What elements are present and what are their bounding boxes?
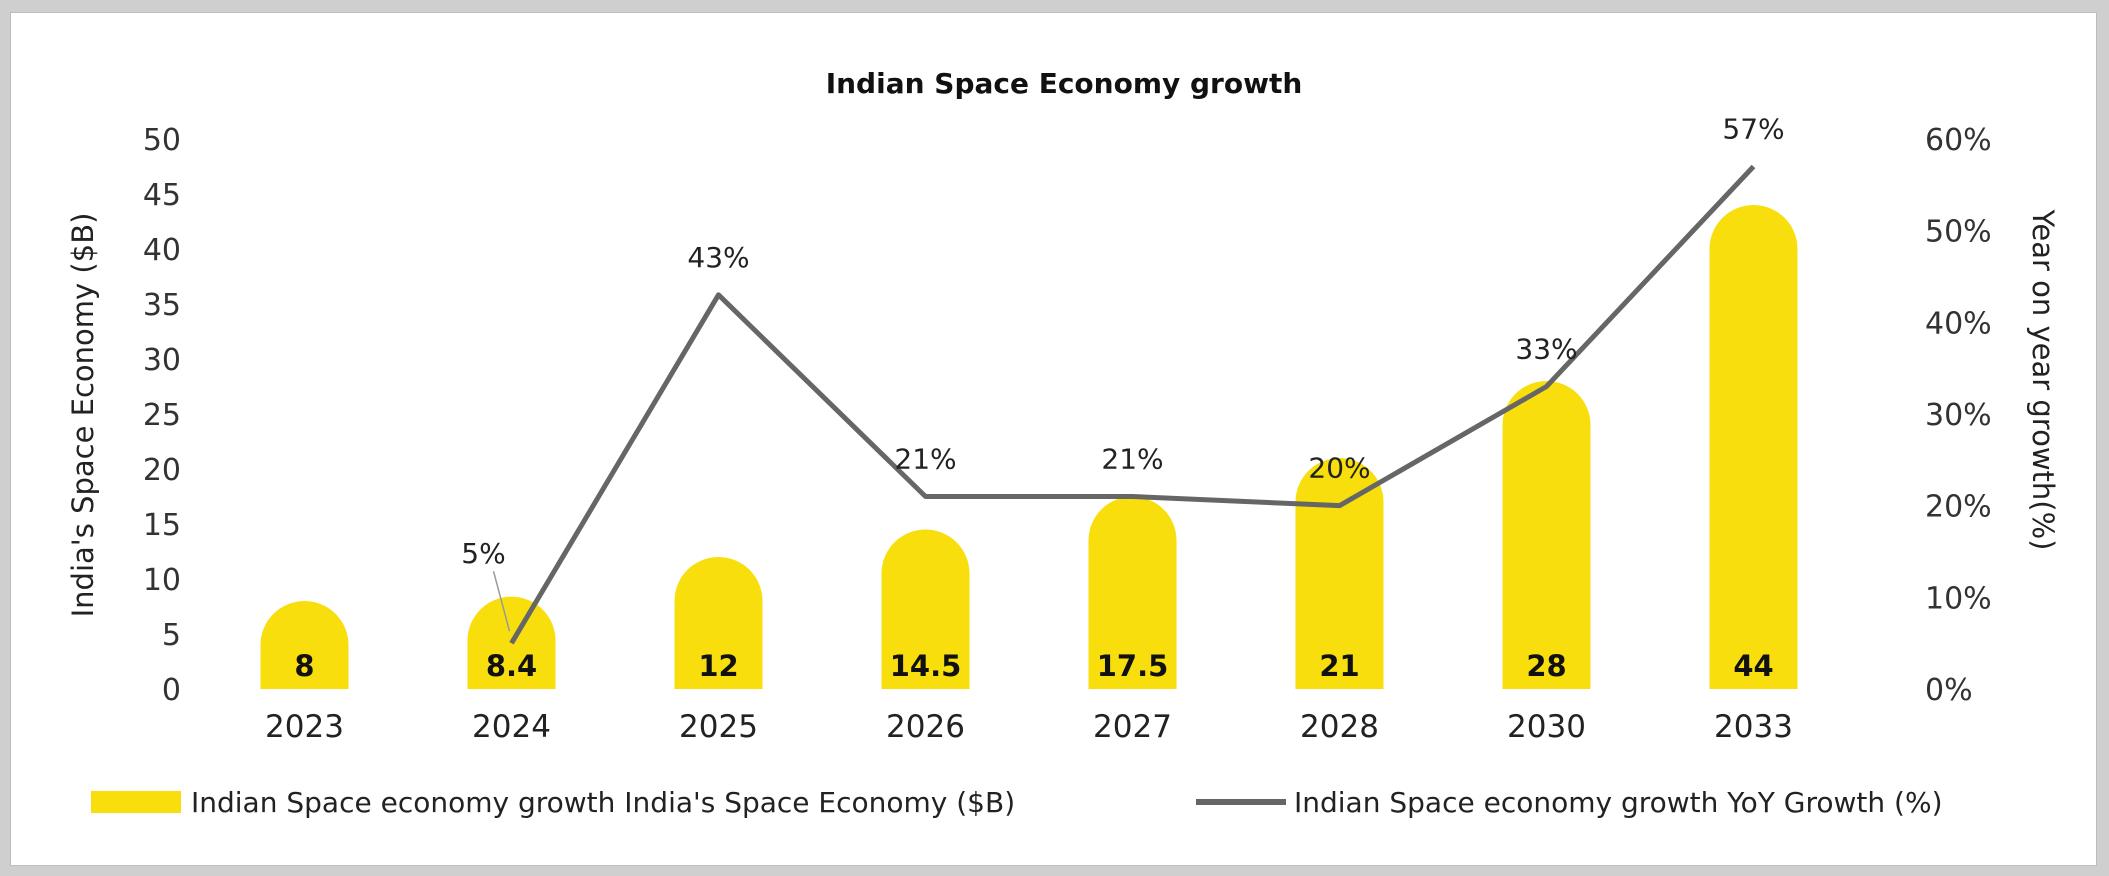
bar-value-label: 8.4 bbox=[486, 649, 537, 683]
right-axis-title: Year on year growth(%) bbox=[2026, 209, 2060, 551]
left-axis-tick: 5 bbox=[162, 618, 181, 653]
bar-value-label: 12 bbox=[698, 649, 738, 683]
right-axis-tick: 0% bbox=[1925, 673, 1973, 708]
bar-2023 bbox=[260, 601, 349, 689]
line-value-label: 57% bbox=[1722, 113, 1784, 146]
legend-line-label: Indian Space economy growth YoY Growth (… bbox=[1294, 786, 1943, 819]
x-axis-tick: 2028 bbox=[1300, 709, 1379, 745]
line-value-labels: 5% 43% 21% 21% 20% 33% 57% bbox=[461, 113, 1785, 632]
x-axis-tick: 2026 bbox=[886, 709, 965, 745]
bar-value-label: 21 bbox=[1319, 649, 1359, 683]
line-value-label: 33% bbox=[1515, 333, 1577, 366]
bar-2026 bbox=[881, 529, 970, 689]
left-axis-tick: 45 bbox=[143, 178, 181, 213]
left-axis-tick: 20 bbox=[143, 453, 181, 488]
chart-title: Indian Space Economy growth bbox=[826, 67, 1303, 100]
left-axis-tick: 40 bbox=[143, 233, 181, 268]
bar-value-label: 14.5 bbox=[890, 649, 962, 683]
bar-2027 bbox=[1088, 496, 1177, 689]
left-axis-tick: 35 bbox=[143, 288, 181, 323]
right-axis-tick: 40% bbox=[1925, 306, 1992, 341]
bar-2030 bbox=[1502, 381, 1591, 689]
legend-bar-label: Indian Space economy growth India's Spac… bbox=[191, 786, 1015, 819]
x-axis-tick: 2027 bbox=[1093, 709, 1172, 745]
left-axis-tick: 50 bbox=[143, 123, 181, 158]
right-axis-tick: 60% bbox=[1925, 123, 1992, 158]
left-axis-tick: 25 bbox=[143, 398, 181, 433]
bar-value-label: 28 bbox=[1526, 649, 1566, 683]
x-axis-labels: 2023 2024 2025 2026 2027 2028 2030 2033 bbox=[265, 709, 1793, 745]
right-axis-tick: 50% bbox=[1925, 215, 1992, 250]
right-axis-tick: 20% bbox=[1925, 490, 1992, 525]
x-axis-tick: 2024 bbox=[472, 709, 551, 745]
bar-value-label: 44 bbox=[1733, 649, 1773, 683]
x-axis-tick: 2023 bbox=[265, 709, 344, 745]
line-value-label: 20% bbox=[1308, 452, 1370, 485]
right-axis: 0% 10% 20% 30% 40% 50% 60% bbox=[1925, 123, 1992, 708]
right-axis-tick: 10% bbox=[1925, 581, 1992, 616]
line-value-label: 21% bbox=[894, 443, 956, 476]
left-axis-title: India's Space Economy ($B) bbox=[66, 213, 100, 618]
bar-2033 bbox=[1709, 205, 1798, 689]
chart: Indian Space Economy growth 051015202530… bbox=[66, 67, 2060, 819]
left-axis-tick: 0 bbox=[162, 673, 181, 708]
legend-bar-swatch bbox=[91, 791, 181, 813]
bar-series bbox=[260, 205, 1798, 689]
left-axis-tick: 15 bbox=[143, 508, 181, 543]
label-leader-line bbox=[492, 570, 511, 632]
yoy-growth-line bbox=[509, 164, 1756, 645]
bar-2025 bbox=[674, 557, 763, 689]
bar-2028 bbox=[1295, 458, 1384, 689]
bar-value-label: 17.5 bbox=[1097, 649, 1169, 683]
left-axis-tick: 10 bbox=[143, 563, 181, 598]
x-axis-tick: 2025 bbox=[679, 709, 758, 745]
left-axis: 0 5 10 15 20 25 30 35 40 45 50 bbox=[143, 123, 181, 708]
left-axis-tick: 30 bbox=[143, 343, 181, 378]
bar-value-labels: 8 8.4 12 14.5 17.5 21 28 44 bbox=[294, 649, 1773, 683]
right-axis-tick: 30% bbox=[1925, 398, 1992, 433]
line-series bbox=[509, 164, 1756, 645]
x-axis-tick: 2033 bbox=[1714, 709, 1793, 745]
chart-frame: Indian Space Economy growth 0 5 10 15 20 25 30… bbox=[10, 12, 2097, 866]
line-value-label: 21% bbox=[1101, 443, 1163, 476]
bar-value-label: 8 bbox=[294, 649, 314, 683]
line-value-label: 43% bbox=[687, 241, 749, 274]
line-value-label: 5% bbox=[461, 537, 505, 570]
legend: Indian Space economy growth India's Spac… bbox=[91, 786, 1943, 819]
x-axis-tick: 2030 bbox=[1507, 709, 1586, 745]
